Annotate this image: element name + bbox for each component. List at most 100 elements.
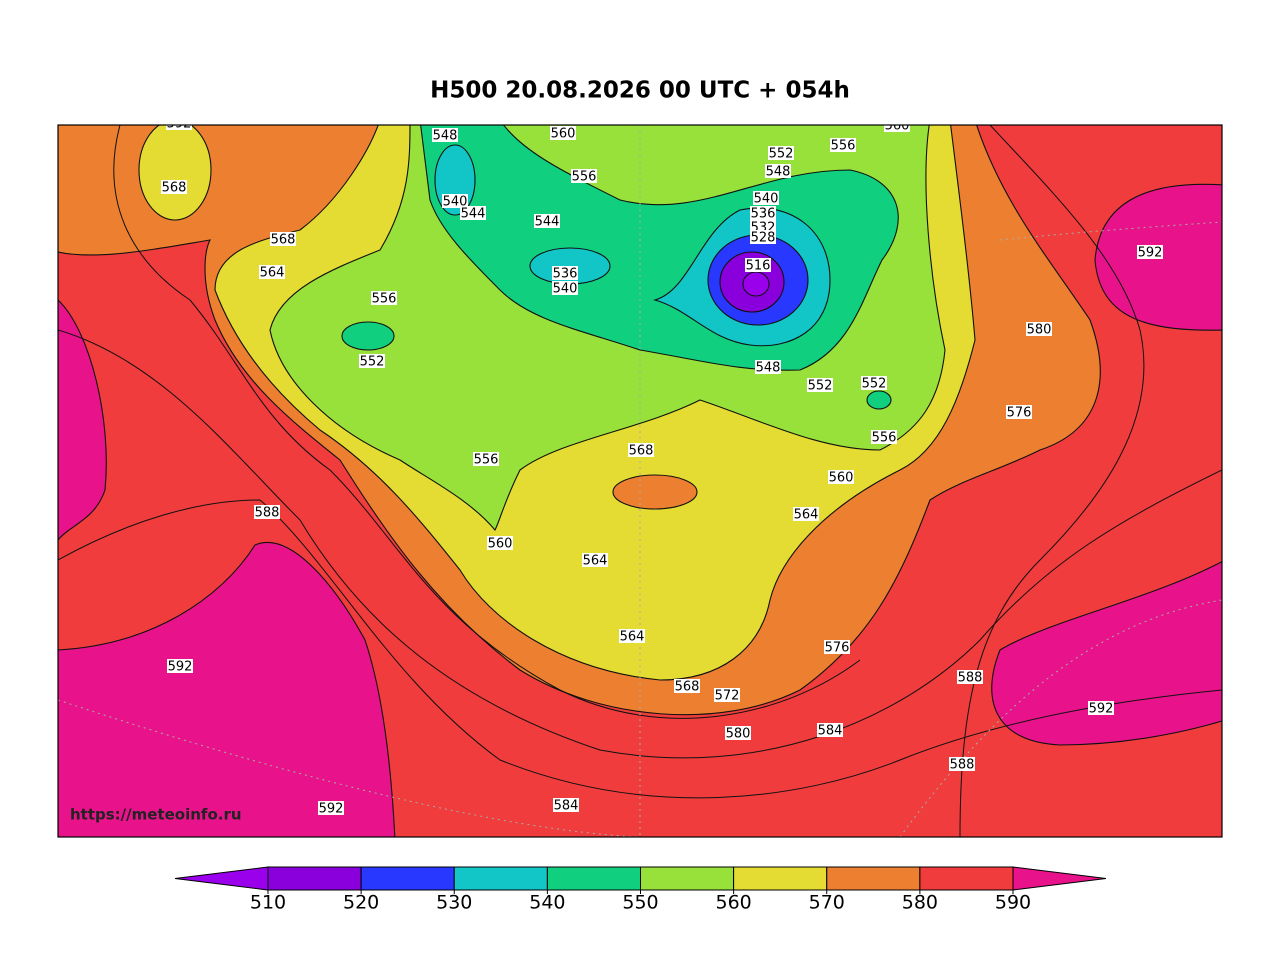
contour-label-box <box>582 553 608 567</box>
contour-label-box <box>753 191 779 205</box>
map: 5925485605605525565565485405365325285165… <box>58 117 1222 837</box>
contour-label: 536 <box>751 207 776 222</box>
contours <box>58 125 1222 837</box>
contour-label-box <box>359 354 385 368</box>
contour-label: 560 <box>885 119 910 134</box>
contour-label: 548 <box>433 129 458 144</box>
colorbar-tick-label: 560 <box>715 892 751 914</box>
contour-label-box <box>817 723 843 737</box>
contour-label-box <box>473 452 499 466</box>
colorbar-tick-label: 550 <box>622 892 658 914</box>
colorbar-tick-label: 570 <box>809 892 845 914</box>
contour-label-box <box>534 214 560 228</box>
contour-label-box <box>755 360 781 374</box>
contour-label: 592 <box>167 117 192 132</box>
contour-label: 556 <box>831 139 856 154</box>
contour-label-box <box>254 505 280 519</box>
map-frame <box>57 124 1223 838</box>
field-540 <box>341 321 395 351</box>
contour-label-box <box>628 443 654 457</box>
contour-label: 568 <box>675 680 700 695</box>
contour-label: 572 <box>715 689 740 704</box>
colorbar-segment <box>919 866 1014 891</box>
contour-label-box <box>828 470 854 484</box>
contour-label: 560 <box>488 537 513 552</box>
contour-label: 560 <box>829 471 854 486</box>
contour-label-box <box>270 232 296 246</box>
contour-label-box <box>949 757 975 771</box>
contour-label: 592 <box>1138 246 1163 261</box>
contour-label-box <box>552 281 578 295</box>
colorbar-segment <box>640 866 735 891</box>
contour-label: 588 <box>255 506 280 521</box>
contour-label-box <box>824 640 850 654</box>
field-590 <box>58 299 107 541</box>
colorbar-segment <box>826 866 921 891</box>
contour-label-box <box>884 125 910 132</box>
contour-label-box <box>550 126 576 140</box>
contour-label: 556 <box>474 453 499 468</box>
contour-label-box <box>807 378 833 392</box>
contour-label: 588 <box>958 671 983 686</box>
contour-label: 556 <box>572 170 597 185</box>
field-590 <box>991 560 1222 746</box>
colorbar-tick-label: 540 <box>529 892 565 914</box>
field-590 <box>58 542 396 837</box>
contour-label-box <box>1088 701 1114 715</box>
contour-label: 576 <box>1007 406 1032 421</box>
contour-label: 564 <box>260 266 285 281</box>
contour-label: 568 <box>629 444 654 459</box>
colorbar-tick-label: 520 <box>343 892 379 914</box>
contour-label-box <box>830 138 856 152</box>
contour-label: 592 <box>1089 702 1114 717</box>
colorbar-tick-label: 580 <box>902 892 938 914</box>
contour-label: 592 <box>168 660 193 675</box>
contour-label: 540 <box>754 192 779 207</box>
contour-label-box <box>725 726 751 740</box>
contour-label: 552 <box>808 379 833 394</box>
colorbar-segment <box>733 866 828 891</box>
contour-label-box <box>750 206 776 220</box>
watermark: https://meteoinfo.ru <box>70 806 242 824</box>
colorbar-segment <box>453 866 548 891</box>
contour-label: 568 <box>271 233 296 248</box>
contour-label-box <box>167 659 193 673</box>
graticule <box>58 125 1222 837</box>
contour-label: 584 <box>818 724 843 739</box>
colorbar-segment <box>360 866 455 891</box>
contour-label-box <box>552 266 578 280</box>
contour-label: 552 <box>360 355 385 370</box>
contour-label: 552 <box>862 377 887 392</box>
contour-label-box <box>571 169 597 183</box>
contour-label-box <box>768 146 794 160</box>
contour-label: 576 <box>825 641 850 656</box>
colorbar-tick-label: 510 <box>250 892 286 914</box>
contour-label: 584 <box>554 799 579 814</box>
contour-label-box <box>432 128 458 142</box>
contour-label-box <box>674 679 700 693</box>
contour-label: 552 <box>769 147 794 162</box>
contour-label: 544 <box>461 207 486 222</box>
field-540 <box>866 390 892 410</box>
contour-labels: 5925485605605525565565485405365325285165… <box>161 117 1163 817</box>
field-below-510 <box>742 271 770 297</box>
colorbar-extension-high <box>1012 866 1107 891</box>
contour-label-box <box>460 206 486 220</box>
contour-label: 548 <box>766 165 791 180</box>
colorbar-tick-label: 530 <box>436 892 472 914</box>
contour-label-box <box>161 180 187 194</box>
contour-label-box <box>793 507 819 521</box>
contour-label: 580 <box>726 727 751 742</box>
contour-label-box <box>871 430 897 444</box>
contour-label: 544 <box>535 215 560 230</box>
title: H500 20.08.2026 00 UTC + 054h <box>430 78 850 104</box>
contour-label: 528 <box>751 231 776 246</box>
contour-label-box <box>765 164 791 178</box>
contour-label-box <box>714 688 740 702</box>
contour-label: 516 <box>746 259 771 274</box>
contour-label: 564 <box>620 630 645 645</box>
colorbar-tick-label: 590 <box>995 892 1031 914</box>
contour-label-box <box>259 265 285 279</box>
contour-label-box <box>619 629 645 643</box>
